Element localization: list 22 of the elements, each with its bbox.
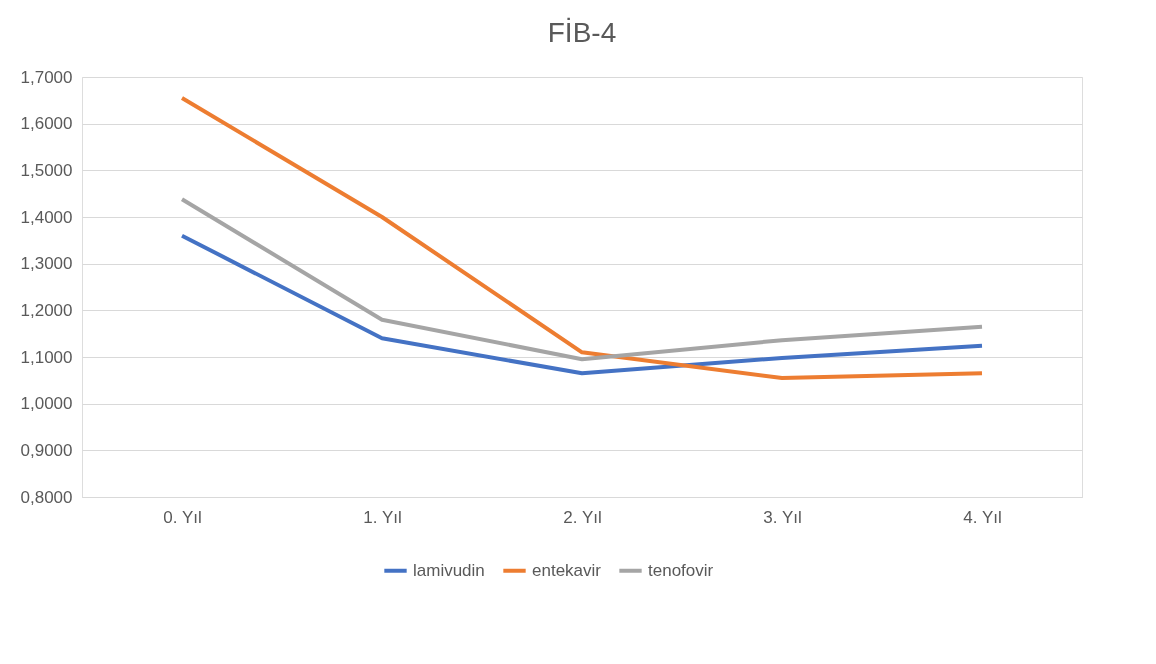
y-tick-label: 0,8000 (20, 487, 73, 507)
line-series (180, 233, 984, 376)
y-tick-label: 1,4000 (20, 207, 73, 227)
y-tick-label: 1,7000 (20, 67, 73, 87)
y-tick-label: 1,2000 (20, 300, 73, 320)
x-tick-label: 3. Yıl (763, 507, 802, 527)
x-tick-label: 4. Yıl (963, 507, 1002, 527)
x-tick-label: 1. Yıl (363, 507, 402, 527)
y-tick-label: 1,3000 (20, 254, 73, 274)
line-series (180, 197, 984, 362)
y-tick-label: 1,1000 (20, 347, 73, 367)
legend-label: tenofovir (648, 560, 714, 580)
y-tick-label: 1,6000 (20, 114, 73, 134)
line-series (180, 96, 984, 380)
chart-title: FİB-4 (547, 17, 617, 48)
y-tick-label: 0,9000 (20, 440, 73, 460)
y-tick-label: 1,5000 (20, 160, 73, 180)
x-tick-label: 2. Yıl (563, 507, 602, 527)
y-tick-label: 1,0000 (20, 394, 73, 414)
legend-label: entekavir (532, 560, 602, 580)
x-tick-label: 0. Yıl (163, 507, 202, 527)
legend-label: lamivudin (413, 560, 485, 580)
